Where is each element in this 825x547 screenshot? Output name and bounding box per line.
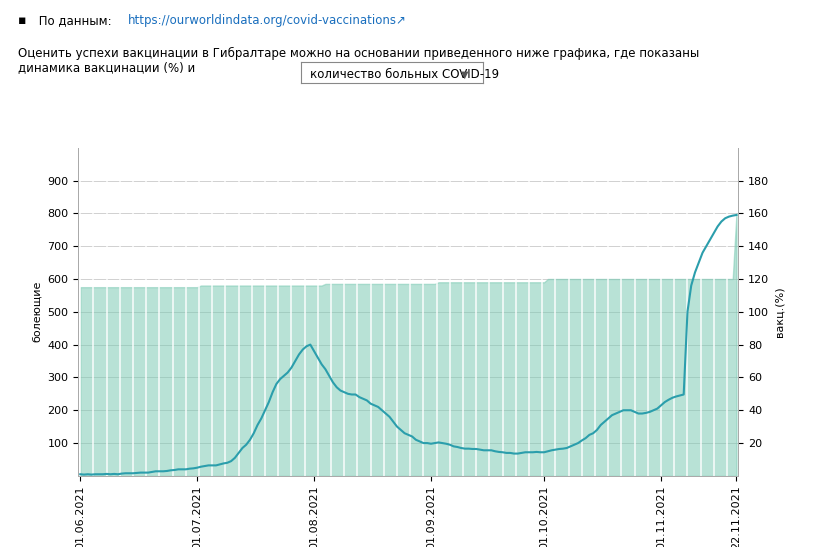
Text: По данным:: По данным: — [35, 14, 115, 27]
Text: количество больных COVID-19: количество больных COVID-19 — [310, 68, 499, 82]
Text: ▪: ▪ — [18, 14, 26, 27]
Text: ▼: ▼ — [461, 70, 469, 80]
Y-axis label: вакц.(%): вакц.(%) — [775, 287, 785, 337]
Y-axis label: болеющие: болеющие — [32, 281, 42, 342]
Text: Оценить успехи вакцинации в Гибралтаре можно на основании приведенного ниже граф: Оценить успехи вакцинации в Гибралтаре м… — [18, 46, 700, 74]
Text: https://ourworldindata.org/covid-vaccinations↗: https://ourworldindata.org/covid-vaccina… — [128, 14, 407, 27]
